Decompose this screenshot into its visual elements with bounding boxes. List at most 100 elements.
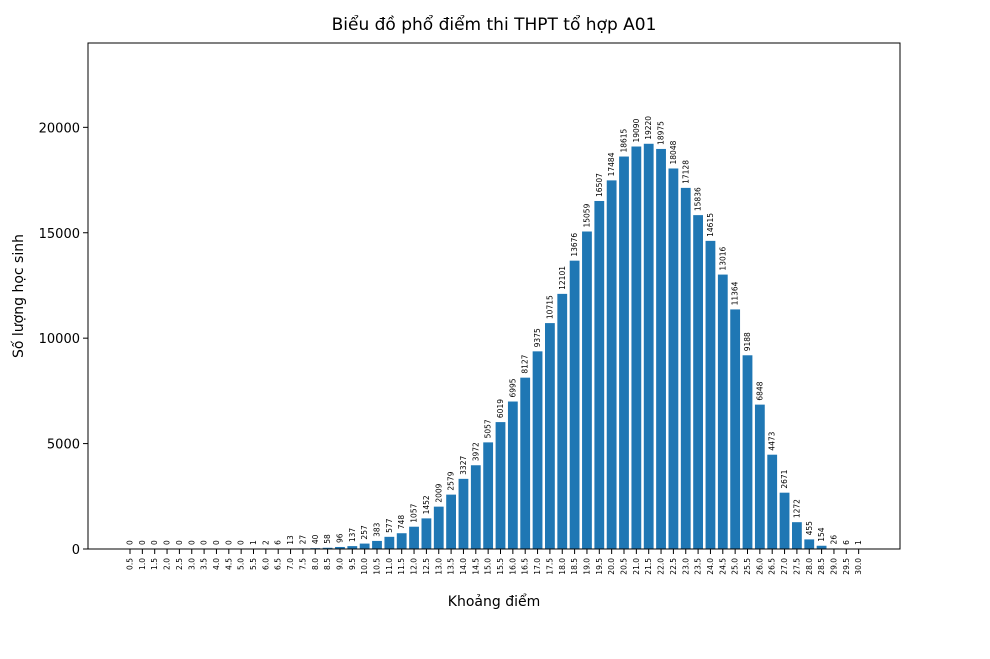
data-label-19.5: 16507 — [595, 173, 604, 197]
plot-frame — [87, 42, 901, 550]
bar-22.5 — [668, 168, 679, 549]
bar-9.5 — [347, 546, 358, 549]
x-tick-label-4.5: 4.5 — [224, 558, 233, 570]
x-tick-label-15.0: 15.0 — [484, 558, 493, 575]
data-label-9.0: 96 — [335, 533, 344, 543]
x-tick-label-30.0: 30.0 — [854, 558, 863, 575]
data-label-4.5: 0 — [224, 540, 233, 545]
x-tick-label-4.0: 4.0 — [212, 558, 221, 570]
bar-20.5 — [619, 156, 629, 549]
x-tick-label-18.5: 18.5 — [570, 558, 579, 575]
bar-16.5 — [520, 377, 531, 549]
data-label-9.5: 137 — [348, 528, 357, 543]
bar-26.5 — [767, 454, 778, 549]
bar-28.5 — [816, 545, 827, 549]
x-tick-label-24.5: 24.5 — [718, 558, 727, 575]
data-label-23.5: 15836 — [694, 187, 703, 211]
x-tick-label-23.5: 23.5 — [694, 558, 703, 575]
bar-18.0 — [557, 293, 568, 549]
bar-20.0 — [606, 180, 617, 549]
data-label-17.0: 9375 — [533, 328, 542, 347]
x-tick-label-24.0: 24.0 — [706, 558, 715, 575]
data-label-22.0: 18975 — [657, 121, 666, 145]
data-label-20.0: 17484 — [607, 152, 616, 176]
x-tick-label-1.0: 1.0 — [138, 558, 147, 570]
bar-15.0 — [483, 442, 494, 549]
bar-12.0 — [409, 526, 419, 549]
data-label-4.0: 0 — [212, 540, 221, 545]
data-label-5.0: 0 — [237, 540, 246, 545]
data-label-17.5: 10715 — [545, 295, 554, 319]
x-tick-label-10.5: 10.5 — [373, 558, 382, 575]
bar-8.5 — [322, 547, 333, 549]
data-label-3.0: 0 — [187, 540, 196, 545]
x-tick-label-10.0: 10.0 — [360, 558, 369, 575]
data-label-11.5: 748 — [397, 515, 406, 530]
x-tick-label-26.5: 26.5 — [768, 558, 777, 575]
data-label-20.5: 18615 — [620, 128, 629, 152]
x-tick-label-6.0: 6.0 — [261, 558, 270, 570]
data-label-11.0: 577 — [385, 518, 394, 533]
x-tick-label-22.0: 22.0 — [657, 558, 666, 575]
x-tick-label-5.5: 5.5 — [249, 558, 258, 570]
x-tick-label-28.5: 28.5 — [817, 558, 826, 575]
x-tick-label-2.0: 2.0 — [163, 558, 172, 570]
x-tick-label-8.0: 8.0 — [311, 558, 320, 570]
bar-16.0 — [507, 401, 518, 549]
x-tick-label-29.0: 29.0 — [829, 558, 838, 575]
x-tick-label-16.5: 16.5 — [521, 558, 530, 575]
data-label-15.0: 5057 — [484, 419, 493, 438]
bar-11.5 — [396, 533, 407, 549]
x-tick-label-3.5: 3.5 — [200, 558, 209, 570]
x-tick-label-14.5: 14.5 — [471, 558, 480, 575]
data-label-8.0: 40 — [311, 534, 320, 544]
data-label-15.5: 6019 — [496, 399, 505, 418]
x-tick-label-12.0: 12.0 — [410, 558, 419, 575]
data-label-16.5: 8127 — [521, 354, 530, 373]
bar-13.0 — [433, 506, 444, 549]
y-tick-label: 0 — [72, 543, 80, 558]
bar-17.0 — [532, 351, 543, 549]
data-label-28.5: 154 — [817, 527, 826, 542]
data-label-2.0: 0 — [163, 540, 172, 545]
bar-28.0 — [804, 539, 815, 549]
x-tick-label-19.5: 19.5 — [595, 558, 604, 575]
x-tick-label-25.0: 25.0 — [731, 558, 740, 575]
bar-23.0 — [680, 187, 691, 549]
data-label-7.5: 27 — [298, 535, 307, 545]
bar-13.5 — [446, 494, 456, 549]
y-tick-label: 20000 — [39, 121, 80, 136]
x-tick-label-0.5: 0.5 — [126, 558, 135, 570]
x-tick-label-1.5: 1.5 — [150, 558, 159, 570]
x-tick-label-19.0: 19.0 — [582, 558, 591, 575]
x-tick-label-2.5: 2.5 — [175, 558, 184, 570]
data-label-13.5: 2579 — [447, 471, 456, 490]
data-label-26.0: 6848 — [755, 381, 764, 400]
data-label-7.0: 13 — [286, 535, 295, 545]
bar-12.5 — [421, 518, 432, 549]
x-tick-label-17.5: 17.5 — [545, 558, 554, 575]
x-tick-label-23.0: 23.0 — [681, 558, 690, 575]
data-label-6.5: 6 — [274, 540, 283, 545]
x-tick-label-28.0: 28.0 — [805, 558, 814, 575]
bar-27.5 — [792, 522, 802, 549]
x-tick-label-15.5: 15.5 — [496, 558, 505, 575]
data-label-2.5: 0 — [175, 540, 184, 545]
x-tick-label-17.0: 17.0 — [533, 558, 542, 575]
x-axis-label: Khoảng điểm — [448, 593, 540, 610]
x-tick-label-20.5: 20.5 — [620, 558, 629, 575]
data-label-21.5: 19220 — [644, 116, 653, 140]
data-label-8.5: 58 — [323, 534, 332, 544]
x-tick-label-21.0: 21.0 — [632, 558, 641, 575]
bar-17.5 — [545, 323, 555, 549]
data-label-27.0: 2671 — [780, 469, 789, 488]
data-label-25.5: 9188 — [743, 332, 752, 351]
bar-21.5 — [643, 143, 654, 550]
x-tick-label-29.5: 29.5 — [842, 558, 851, 575]
bar-18.5 — [569, 260, 580, 549]
data-label-28.0: 455 — [805, 521, 814, 536]
x-tick-label-8.5: 8.5 — [323, 558, 332, 570]
x-tick-label-7.5: 7.5 — [298, 558, 307, 570]
data-label-18.5: 13676 — [570, 233, 579, 257]
